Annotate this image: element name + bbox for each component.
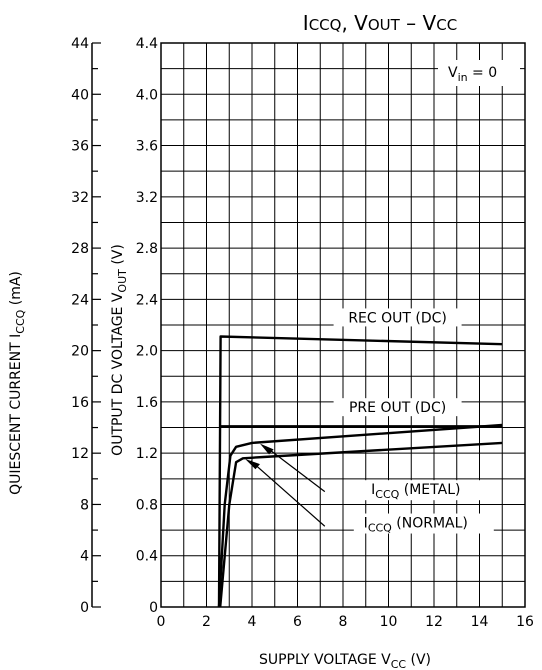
left-y-tick-label: 12 (71, 446, 89, 462)
right-y-axis-ticks: 0 0.4 0.8 1.2 1.6 2.0 2.4 2.8 3.2 3.6 4.0 4.4 (136, 36, 158, 616)
left-y-tick-label: 44 (71, 36, 89, 52)
right-y-tick-label: 2.4 (136, 292, 158, 308)
arrowhead-metal (259, 443, 274, 455)
label-background (355, 480, 488, 501)
series-line-1 (217, 335, 503, 608)
left-y-tick-label: 32 (71, 190, 89, 206)
right-y-tick-label: 4.4 (136, 36, 158, 52)
annotation-iccq-metal: ICCQ (METAL) (371, 482, 460, 501)
left-y-axis: 0 4 8 12 16 20 24 28 32 36 40 44 (71, 36, 101, 616)
plot-border (160, 42, 526, 608)
series-line-3 (217, 423, 503, 608)
x-tick-label: 8 (339, 614, 348, 630)
x-tick-label: 16 (516, 614, 534, 630)
plot-frame (160, 42, 526, 608)
annotation-rec-out: REC OUT (DC) (348, 310, 447, 326)
right-y-tick-label: 0.8 (136, 497, 158, 513)
x-tick-label: 10 (380, 614, 398, 630)
x-axis-label: SUPPLY VOLTAGE VCC (V) (259, 652, 431, 670)
right-y-tick-label: 2.0 (136, 344, 158, 360)
series-line-4 (219, 441, 503, 608)
label-background (353, 513, 494, 534)
left-y-tick-label: 4 (80, 549, 89, 565)
condition-label: Vin = 0 (448, 65, 497, 84)
x-tick-label: 4 (248, 614, 257, 630)
series-group (217, 335, 503, 608)
right-y-tick-label: 1.2 (136, 446, 158, 462)
right-y-tick-label: 4.0 (136, 87, 158, 103)
left-y-axis-label: QUIESCENT CURRENT ICCQ (mA) (8, 271, 27, 495)
annotation-iccq-normal: ICCQ (NORMAL) (364, 516, 468, 535)
x-tick-label: 6 (293, 614, 302, 630)
leader-line-normal (250, 460, 326, 527)
left-y-tick-label: 20 (71, 344, 89, 360)
label-background (333, 308, 462, 327)
left-y-tick-label: 28 (71, 241, 89, 257)
right-y-axis-label: OUTPUT DC VOLTAGE VOUT (V) (110, 244, 129, 456)
x-tick-label: 14 (471, 614, 489, 630)
x-tick-label: 0 (157, 614, 166, 630)
right-y-tick-label: 0.4 (136, 549, 158, 565)
left-y-tick-label: 0 (80, 600, 89, 616)
arrowhead-normal (245, 458, 260, 470)
left-y-tick-label: 24 (71, 292, 89, 308)
annotations: REC OUT (DC) PRE OUT (DC) ICCQ (METAL) ICCQ… (245, 308, 494, 535)
right-y-tick-label: 2.8 (136, 241, 158, 257)
x-tick-label: 2 (202, 614, 211, 630)
right-y-tick-label: 0 (149, 600, 158, 616)
right-y-tick-label: 1.6 (136, 395, 158, 411)
right-y-tick-label: 3.2 (136, 190, 158, 206)
condition-background (438, 60, 520, 86)
leader-line-metal (265, 446, 326, 493)
label-background (333, 398, 462, 417)
annotation-pre-out: PRE OUT (DC) (349, 400, 446, 416)
x-axis-ticks: 0 2 4 6 8 10 12 14 16 (157, 614, 534, 630)
chart-title: ICCQ, VOUT – VCC (303, 11, 457, 35)
left-y-tick-label: 8 (80, 497, 89, 513)
right-y-tick-label: 3.6 (136, 139, 158, 155)
x-tick-label: 12 (425, 614, 443, 630)
left-y-tick-label: 36 (71, 139, 89, 155)
left-y-tick-label: 40 (71, 87, 89, 103)
left-y-tick-label: 16 (71, 395, 89, 411)
